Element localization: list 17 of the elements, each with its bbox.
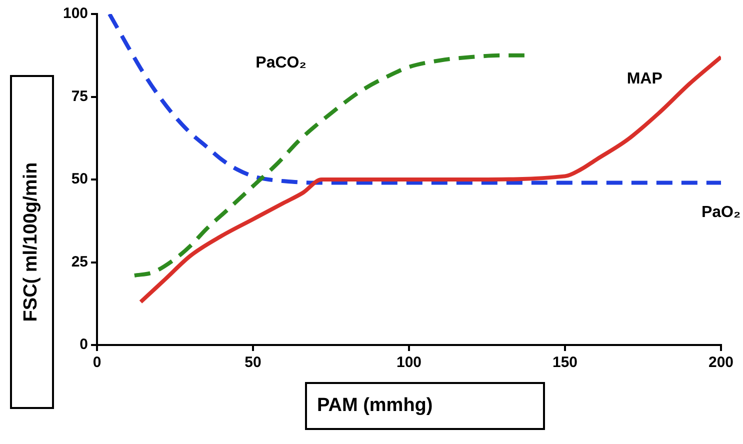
x-axis-title: PAM (mmhg) bbox=[317, 395, 433, 417]
y-tick-label: 25 bbox=[71, 253, 88, 270]
x-tick-label: 200 bbox=[708, 354, 734, 372]
x-tick-label: 150 bbox=[552, 354, 578, 372]
y-tick-label: 50 bbox=[71, 170, 88, 188]
line-series bbox=[108, 14, 721, 185]
text: PaCO₂ bbox=[256, 54, 306, 72]
series-label: PaO₂ bbox=[701, 204, 741, 222]
x-tick-label: 50 bbox=[244, 354, 262, 372]
series-label: MAP bbox=[626, 70, 663, 88]
x-tick-label: 0 bbox=[92, 354, 102, 372]
x-tick-label: 100 bbox=[396, 354, 422, 372]
y-tick-label: 0 bbox=[80, 336, 88, 354]
y-axis-title: FSC( ml/100g/min bbox=[21, 162, 43, 322]
y-tick-label: 100 bbox=[62, 5, 88, 22]
line-series bbox=[132, 53, 526, 278]
y-tick-label: 75 bbox=[71, 88, 88, 105]
